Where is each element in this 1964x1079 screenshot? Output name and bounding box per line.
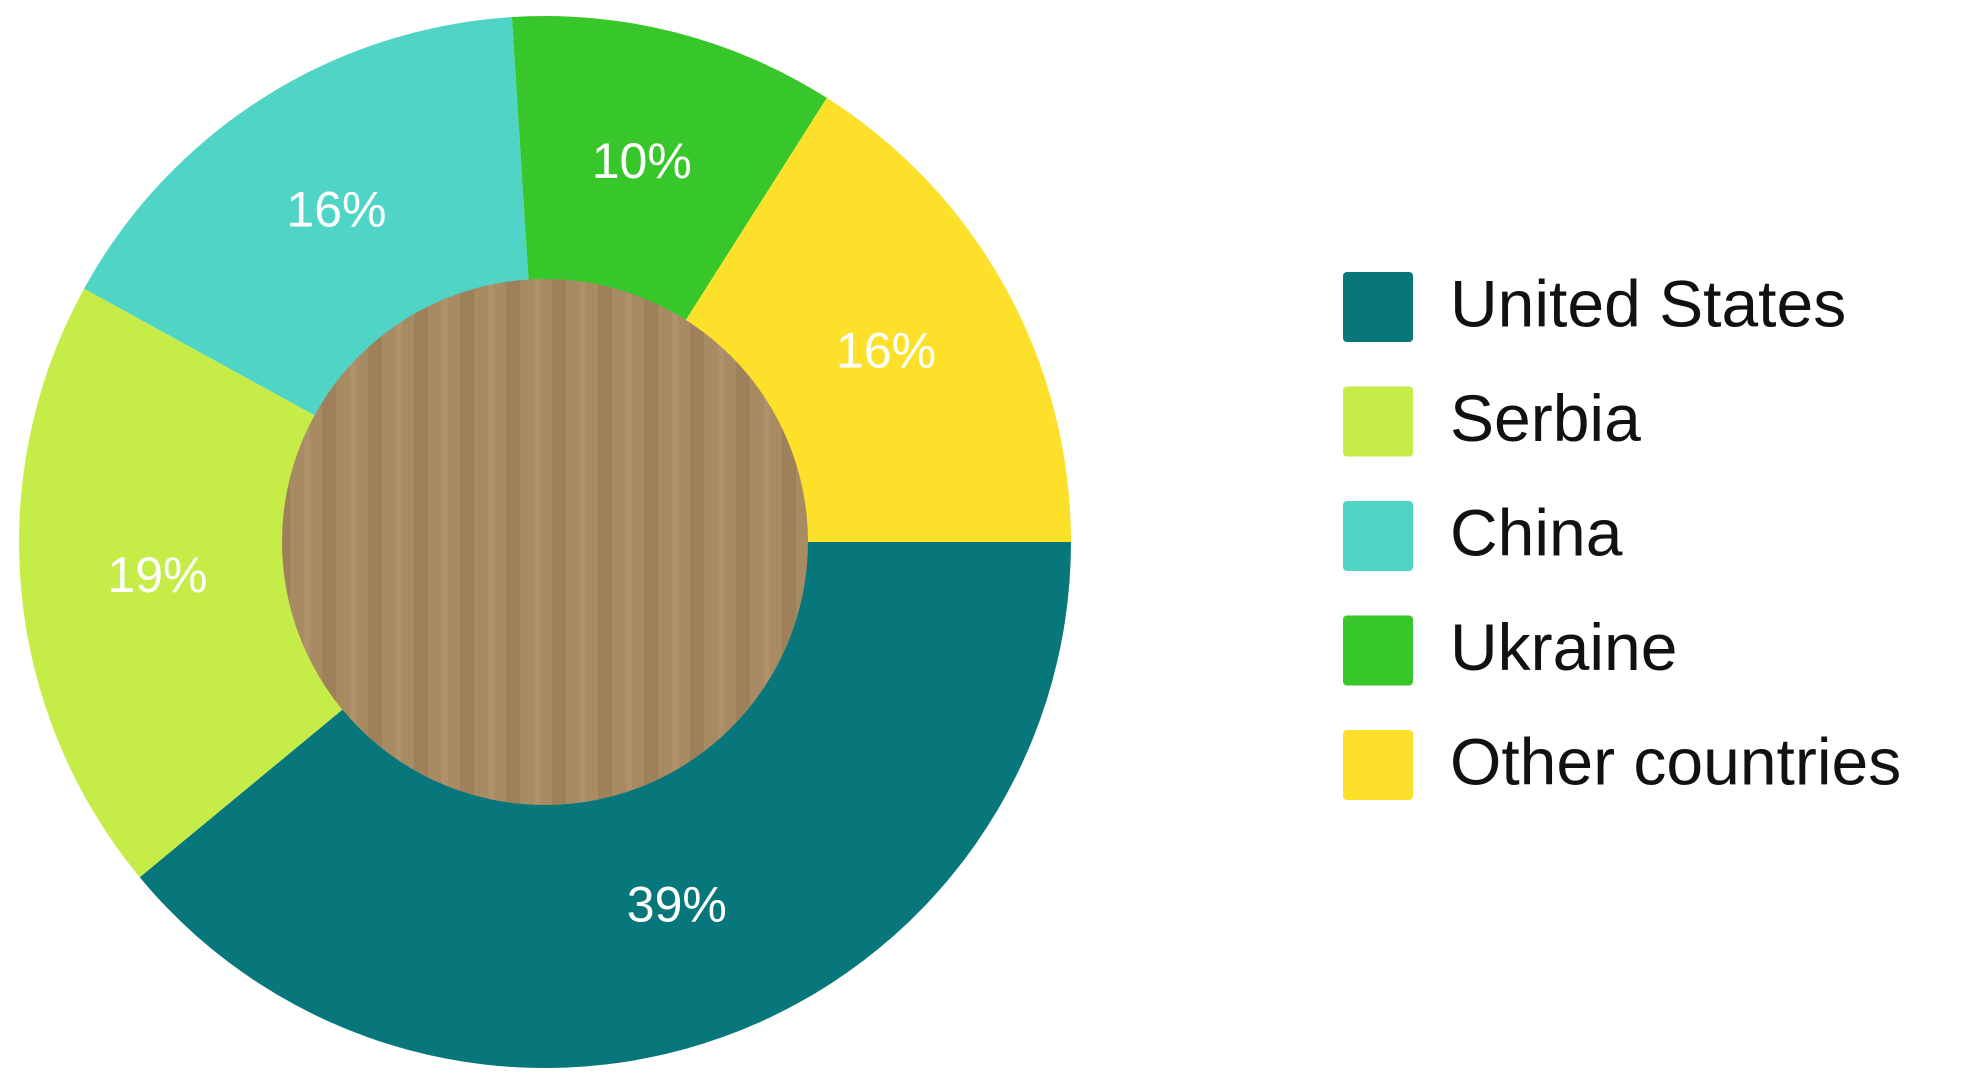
legend-swatch — [1343, 501, 1413, 571]
legend-label: Serbia — [1450, 381, 1641, 455]
legend-swatch — [1343, 272, 1413, 342]
legend-label: United States — [1450, 266, 1846, 340]
labels: 39% 19% 16% 10% 16% — [107, 133, 936, 932]
value-label: 16% — [286, 182, 386, 238]
value-label: 39% — [627, 876, 727, 932]
value-label: 19% — [107, 547, 207, 603]
value-label: 16% — [836, 323, 936, 379]
slice — [19, 288, 546, 878]
legend-swatch — [1343, 615, 1413, 686]
legend: United States Serbia China Ukraine Other cou… — [1343, 266, 1901, 800]
legend-swatch — [1343, 730, 1413, 800]
legend-label: China — [1450, 495, 1623, 569]
slice — [139, 542, 1072, 1068]
donut-hole — [282, 279, 808, 805]
legend-label: Ukraine — [1450, 610, 1677, 684]
legend-swatch — [1343, 386, 1413, 457]
slices — [19, 16, 1072, 1068]
value-label: 10% — [592, 133, 692, 189]
legend-label: Other countries — [1450, 724, 1901, 798]
